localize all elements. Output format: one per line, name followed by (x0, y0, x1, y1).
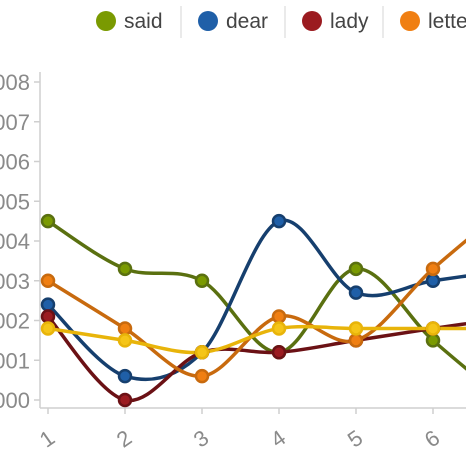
legend-label: dear (226, 10, 268, 33)
data-point-letter-1[interactable] (40, 273, 56, 288)
y-tick-label: 0.008 (0, 70, 30, 95)
x-tick-label: 2 (112, 425, 136, 453)
data-point-said-5[interactable] (348, 261, 364, 277)
data-point-lady-4[interactable] (271, 345, 287, 360)
y-tick-label: 0.003 (0, 269, 30, 294)
data-point-series-5-5[interactable] (348, 321, 364, 336)
data-point-letter-5[interactable] (348, 333, 364, 348)
legend-swatch (198, 11, 218, 31)
data-point-series-5-2[interactable] (117, 333, 133, 348)
legend-item-dear[interactable]: dear (198, 10, 268, 33)
y-tick-label: 0.006 (0, 150, 30, 175)
x-tick-label: 6 (420, 425, 444, 453)
x-axis: 1 2 3 4 5 6 (35, 407, 466, 453)
legend-label: lady (330, 10, 369, 33)
y-tick-label: 0.000 (0, 388, 30, 413)
legend-item-said[interactable]: said (96, 10, 163, 33)
data-point-letter-6[interactable] (425, 261, 441, 277)
data-point-said-1[interactable] (40, 213, 56, 229)
y-tick-label: 0.004 (0, 229, 30, 254)
data-point-series-5-1[interactable] (40, 321, 56, 336)
x-tick-label: 5 (343, 425, 367, 453)
data-point-dear-5[interactable] (348, 285, 364, 300)
data-point-letter-4[interactable] (271, 309, 287, 324)
y-tick-label: 0.007 (0, 110, 30, 135)
legend-swatch (400, 11, 420, 31)
data-point-said-2[interactable] (117, 261, 133, 277)
y-tick-label: 0.005 (0, 189, 30, 214)
y-tick-label: 0.001 (0, 348, 30, 373)
y-axis: 0.000 0.001 0.002 0.003 0.004 0.005 0.006 0.007… (0, 70, 41, 413)
data-point-said-6[interactable] (425, 333, 441, 348)
data-point-said-3[interactable] (194, 273, 210, 288)
data-point-letter-2[interactable] (117, 321, 133, 336)
x-tick-label: 1 (35, 425, 59, 453)
data-point-dear-2[interactable] (117, 368, 133, 384)
legend-item-letter[interactable]: letter (400, 10, 466, 33)
x-tick-label: 3 (189, 425, 213, 453)
data-point-lady-1[interactable] (40, 309, 56, 324)
legend-swatch (96, 11, 116, 31)
data-point-letter-3[interactable] (194, 368, 210, 384)
data-point-series-5-6[interactable] (425, 321, 441, 336)
legend-swatch (302, 11, 322, 31)
data-point-series-5-4[interactable] (271, 321, 287, 336)
series-points (40, 213, 441, 408)
legend-label: letter (428, 10, 466, 33)
legend-label: said (124, 10, 163, 33)
x-tick-label: 4 (266, 425, 290, 453)
legend-item-lady[interactable]: lady (302, 10, 369, 33)
series-lines (46, 218, 466, 403)
y-tick-label: 0.002 (0, 309, 30, 334)
data-point-lady-2[interactable] (117, 392, 133, 408)
data-point-dear-6[interactable] (425, 273, 441, 288)
data-point-dear-1[interactable] (40, 297, 56, 312)
data-point-dear-4[interactable] (271, 213, 287, 229)
legend: said dear lady letter (96, 6, 466, 38)
data-point-series-5-3[interactable] (194, 345, 210, 360)
